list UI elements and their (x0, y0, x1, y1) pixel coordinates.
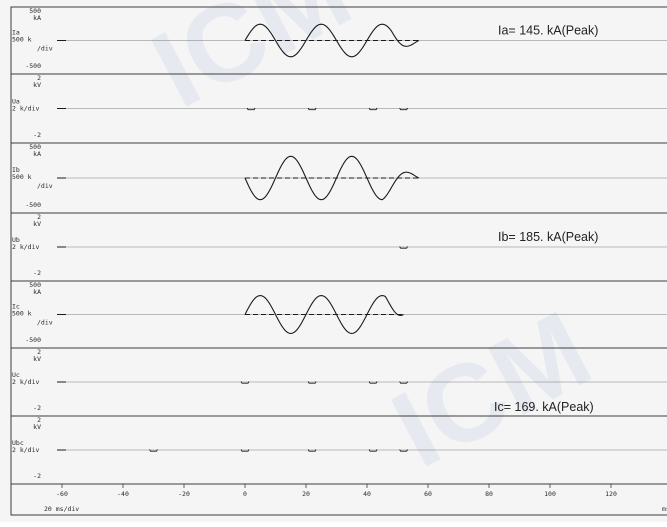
channel-bottom-label: -2 (33, 131, 41, 139)
channel-bottom-label: -500 (25, 201, 41, 209)
channel-unit-label: kV (33, 81, 41, 89)
x-tick-label: -60 (56, 490, 68, 498)
voltage-blip (399, 449, 408, 452)
voltage-blip (399, 246, 408, 249)
voltage-blip (399, 107, 408, 111)
trace-layer (57, 23, 667, 452)
channel-top-label: 500 (29, 281, 41, 289)
channel-name-label: Ic (12, 303, 20, 311)
channel-scale-label-2: /div (37, 319, 53, 327)
channel-bottom-label: -500 (25, 62, 41, 70)
x-unit-label: ms (662, 505, 667, 513)
channel-top-label: 2 (37, 74, 41, 82)
channel-name-label: Ua (12, 98, 20, 106)
channel-bottom-label: -500 (25, 336, 41, 344)
x-tick-label: 0 (243, 490, 247, 498)
x-tick-label: -40 (117, 490, 129, 498)
x-tick-label: 100 (544, 490, 556, 498)
channel-name-label: Ia (12, 29, 20, 37)
voltage-blip (307, 381, 317, 384)
channel-top-label: 2 (37, 348, 41, 356)
channel-name-label: Ub (12, 236, 20, 244)
grid-layer (10, 6, 667, 516)
fault-waveform (244, 23, 420, 58)
channel-unit-label: kV (33, 423, 41, 431)
fault-waveform (244, 294, 404, 335)
channel-scale-label: 2 k/div (12, 105, 39, 113)
fault-waveform (244, 155, 420, 201)
channel-scale-label-2: /div (37, 182, 53, 190)
channel-scale-label: 500 k (12, 310, 32, 318)
voltage-blip (240, 449, 250, 452)
peak-annotation: Ib= 185. kA(Peak) (498, 230, 598, 244)
channel-name-label: Ubc (12, 439, 24, 447)
x-tick-label: 40 (363, 490, 371, 498)
voltage-blip (149, 449, 158, 452)
voltage-blip (240, 381, 250, 384)
peak-annotation: Ic= 169. kA(Peak) (494, 400, 594, 414)
x-scale-label: 20 ms/div (44, 505, 79, 513)
x-tick-label: 60 (424, 490, 432, 498)
channel-top-label: 2 (37, 213, 41, 221)
label-layer: -60-40-200204060801001201420 ms/divms500… (12, 7, 667, 513)
channel-scale-label: 2 k/div (12, 378, 39, 386)
watermark-text: ICM (374, 288, 610, 491)
channel-name-label: Uc (12, 371, 20, 379)
channel-scale-label-2: /div (37, 45, 53, 53)
voltage-blip (246, 107, 256, 111)
channel-bottom-label: -2 (33, 472, 41, 480)
voltage-blip (307, 107, 317, 111)
x-tick-label: 20 (302, 490, 310, 498)
channel-unit-label: kV (33, 355, 41, 363)
voltage-blip (307, 449, 317, 452)
channel-bottom-label: -2 (33, 269, 41, 277)
channel-name-label: Ib (12, 166, 20, 174)
channel-scale-label: 2 k/div (12, 243, 39, 251)
watermark-text: ICM (134, 0, 370, 131)
channel-unit-label: kA (33, 14, 41, 22)
channel-scale-label: 500 k (12, 173, 32, 181)
chart-frame (10, 6, 667, 516)
voltage-blip (368, 449, 378, 452)
channel-unit-label: kA (33, 288, 41, 296)
channel-top-label: 2 (37, 416, 41, 424)
peak-annotation: Ia= 145. kA(Peak) (498, 24, 598, 38)
channel-top-label: 500 (29, 143, 41, 151)
voltage-blip (368, 381, 378, 384)
channel-unit-label: kV (33, 220, 41, 228)
x-tick-label: -20 (178, 490, 190, 498)
voltage-blip (368, 107, 378, 111)
channel-top-label: 500 (29, 7, 41, 15)
voltage-blip (399, 381, 408, 384)
x-tick-label: 80 (485, 490, 493, 498)
channel-unit-label: kA (33, 150, 41, 158)
x-tick-label: 120 (605, 490, 617, 498)
channel-scale-label: 500 k (12, 36, 32, 44)
channel-scale-label: 2 k/div (12, 446, 39, 454)
channel-bottom-label: -2 (33, 404, 41, 412)
